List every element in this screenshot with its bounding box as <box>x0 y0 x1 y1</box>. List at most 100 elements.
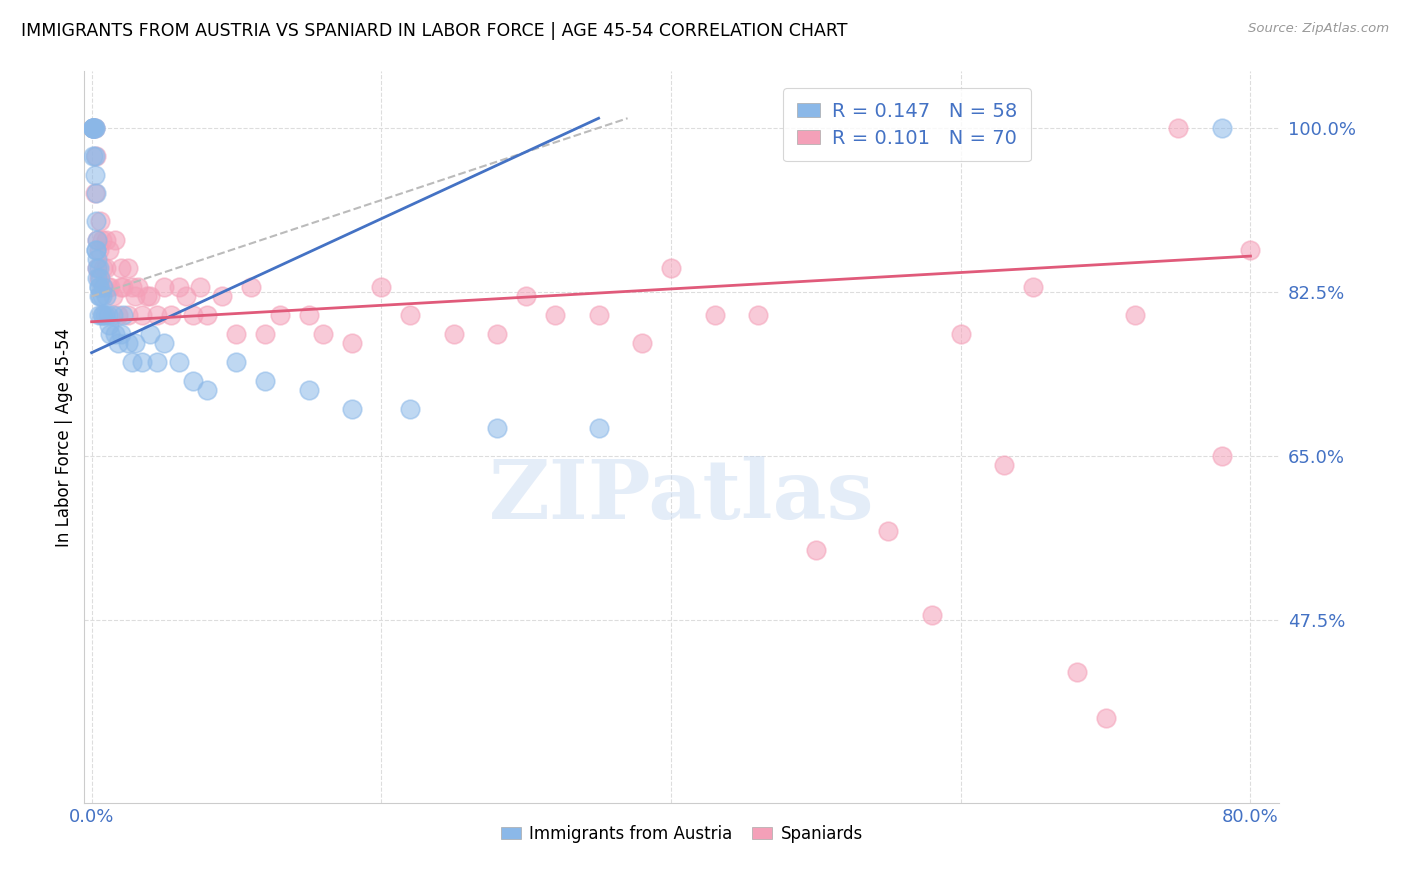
Point <box>181 308 204 322</box>
Point <box>103 308 125 322</box>
Point <box>82 120 104 135</box>
Point <box>1094 711 1116 725</box>
Point <box>112 308 135 322</box>
Point <box>87 280 110 294</box>
Point <box>370 280 392 294</box>
Point <box>98 243 121 257</box>
Point <box>1211 449 1233 463</box>
Point <box>197 383 219 397</box>
Point <box>138 289 160 303</box>
Point <box>443 326 465 341</box>
Point <box>82 120 104 135</box>
Point <box>131 355 153 369</box>
Point <box>96 280 118 294</box>
Point <box>104 326 127 341</box>
Point <box>167 280 190 294</box>
Point <box>197 308 219 322</box>
Point <box>124 336 146 351</box>
Point <box>117 308 139 322</box>
Point <box>91 261 114 276</box>
Point <box>1022 280 1045 294</box>
Point <box>82 120 104 135</box>
Point <box>254 326 277 341</box>
Point <box>89 214 111 228</box>
Point <box>93 308 115 322</box>
Point <box>87 243 110 257</box>
Point <box>84 214 107 228</box>
Point <box>90 308 112 322</box>
Point <box>100 326 122 341</box>
Point <box>91 308 114 322</box>
Point <box>117 336 139 351</box>
Point <box>146 308 169 322</box>
Point <box>83 168 105 182</box>
Point <box>121 355 143 369</box>
Point <box>312 326 335 341</box>
Point <box>298 308 321 322</box>
Point <box>112 280 135 294</box>
Point <box>87 270 110 285</box>
Point <box>90 233 112 247</box>
Point <box>84 186 107 201</box>
Point <box>96 308 118 322</box>
Text: IMMIGRANTS FROM AUSTRIA VS SPANIARD IN LABOR FORCE | AGE 45-54 CORRELATION CHART: IMMIGRANTS FROM AUSTRIA VS SPANIARD IN L… <box>21 22 848 40</box>
Point <box>486 326 509 341</box>
Point <box>703 308 725 322</box>
Point <box>188 280 211 294</box>
Point <box>82 120 104 135</box>
Point <box>86 261 108 276</box>
Point <box>254 374 277 388</box>
Point <box>110 326 132 341</box>
Point <box>86 252 108 266</box>
Point <box>87 261 110 276</box>
Point <box>82 120 104 135</box>
Point <box>131 308 153 322</box>
Point <box>91 280 114 294</box>
Point <box>486 420 509 434</box>
Point <box>94 289 117 303</box>
Point <box>949 326 972 341</box>
Point <box>100 280 122 294</box>
Point <box>659 261 682 276</box>
Point <box>225 355 247 369</box>
Point <box>174 289 197 303</box>
Point <box>211 289 233 303</box>
Point <box>1211 120 1233 135</box>
Point <box>84 243 107 257</box>
Point <box>86 261 108 276</box>
Text: ZIPatlas: ZIPatlas <box>489 456 875 535</box>
Point <box>87 289 110 303</box>
Point <box>747 308 769 322</box>
Point <box>135 289 157 303</box>
Point <box>83 149 105 163</box>
Point <box>104 233 127 247</box>
Point <box>160 308 183 322</box>
Point <box>90 289 112 303</box>
Point <box>107 308 129 322</box>
Point <box>1066 665 1088 679</box>
Point <box>1239 243 1261 257</box>
Point <box>1123 308 1146 322</box>
Point <box>804 542 827 557</box>
Point <box>83 186 105 201</box>
Point <box>89 270 111 285</box>
Point <box>153 336 176 351</box>
Point <box>138 326 160 341</box>
Point <box>110 261 132 276</box>
Point <box>399 401 422 416</box>
Point <box>87 308 110 322</box>
Point <box>94 233 117 247</box>
Point <box>94 261 117 276</box>
Point <box>107 336 129 351</box>
Point <box>342 401 364 416</box>
Point <box>117 261 139 276</box>
Point <box>153 280 176 294</box>
Point <box>877 524 900 538</box>
Point <box>89 289 111 303</box>
Point <box>1167 120 1189 135</box>
Point <box>91 280 114 294</box>
Point <box>110 280 132 294</box>
Point <box>127 280 149 294</box>
Point <box>269 308 291 322</box>
Point <box>83 120 105 135</box>
